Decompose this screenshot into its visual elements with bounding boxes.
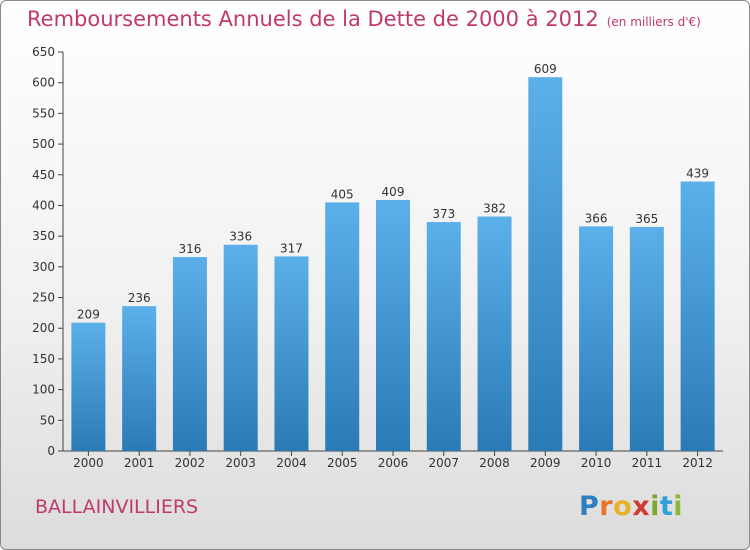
bar-2008 — [477, 216, 512, 451]
y-tick-label: 250 — [32, 291, 55, 305]
bar-2003 — [223, 244, 258, 451]
value-label-2010: 366 — [585, 211, 608, 225]
value-label-2009: 609 — [534, 62, 557, 76]
x-tick-label-2010: 2010 — [581, 456, 612, 470]
logo-letter: o — [613, 491, 633, 522]
x-tick-label-2008: 2008 — [479, 456, 510, 470]
chart-title-text: Remboursements Annuels de la Dette de 20… — [27, 7, 599, 31]
bar-2004 — [274, 256, 309, 451]
bar-2006 — [376, 199, 410, 451]
logo-letter: i — [650, 491, 660, 522]
y-tick-label: 550 — [32, 106, 55, 120]
axes: 0 50 100 150 200 250 300 350 400 450 500 550 600 650 — [32, 45, 723, 458]
bar-2011 — [629, 226, 664, 451]
bar-2009 — [528, 77, 563, 451]
chart-unit: (en milliers d'€) — [606, 15, 701, 29]
y-tick-label: 650 — [32, 45, 55, 59]
value-label-2001: 236 — [128, 291, 151, 305]
x-tick-label-2009: 2009 — [530, 456, 561, 470]
value-label-2006: 409 — [382, 185, 405, 199]
y-tick-label: 600 — [32, 76, 55, 90]
x-tick-label-2007: 2007 — [428, 456, 459, 470]
value-label-2007: 373 — [432, 207, 455, 221]
x-tick-label-2011: 2011 — [632, 456, 663, 470]
value-label-2002: 316 — [178, 242, 201, 256]
y-tick-label: 400 — [32, 198, 55, 212]
x-tick-label-2000: 2000 — [73, 456, 104, 470]
value-label-2003: 336 — [229, 230, 252, 244]
x-tick-label-2002: 2002 — [175, 456, 206, 470]
y-tick-label: 50 — [40, 413, 55, 427]
bar-2010 — [579, 226, 614, 451]
city-name: BALLAINVILLIERS — [35, 496, 199, 518]
proxiti-logo: Proxiti — [579, 491, 683, 522]
value-label-2005: 405 — [331, 187, 354, 201]
y-tick-label: 150 — [32, 352, 55, 366]
logo-letter: r — [599, 491, 614, 522]
y-tick-label: 450 — [32, 168, 55, 182]
bar-2001 — [122, 306, 157, 451]
x-tick-label-2004: 2004 — [276, 456, 307, 470]
labels: 2000 209 2001 236 2002 316 2003 336 2004 317 2005 4… — [73, 62, 713, 470]
y-tick-label: 500 — [32, 137, 55, 151]
bar-2007 — [426, 222, 461, 451]
y-tick-label: 0 — [47, 444, 55, 458]
y-tick-label: 300 — [32, 260, 55, 274]
value-label-2011: 365 — [635, 212, 658, 226]
y-tick-label: 200 — [32, 321, 55, 335]
value-label-2012: 439 — [686, 167, 709, 181]
value-label-2004: 317 — [280, 241, 303, 255]
logo-letter: i — [673, 491, 684, 522]
x-tick-label-2001: 2001 — [124, 456, 155, 470]
x-tick-label-2006: 2006 — [378, 456, 409, 470]
x-tick-label-2005: 2005 — [327, 456, 358, 470]
logo-letter: x — [632, 491, 651, 522]
logo-letter: P — [579, 491, 600, 522]
bar-2012 — [680, 181, 715, 451]
bar-2002 — [172, 257, 207, 451]
x-tick-label-2012: 2012 — [682, 456, 713, 470]
value-label-2008: 382 — [483, 202, 506, 216]
bars — [71, 77, 715, 451]
value-label-2000: 209 — [77, 308, 100, 322]
y-tick-label: 100 — [32, 383, 55, 397]
bar-2005 — [325, 202, 360, 451]
bar-2000 — [71, 322, 106, 451]
logo-letter: t — [659, 491, 674, 522]
chart-title: Remboursements Annuels de la Dette de 20… — [27, 7, 701, 31]
y-tick-label: 350 — [32, 229, 55, 243]
x-tick-label-2003: 2003 — [225, 456, 256, 470]
